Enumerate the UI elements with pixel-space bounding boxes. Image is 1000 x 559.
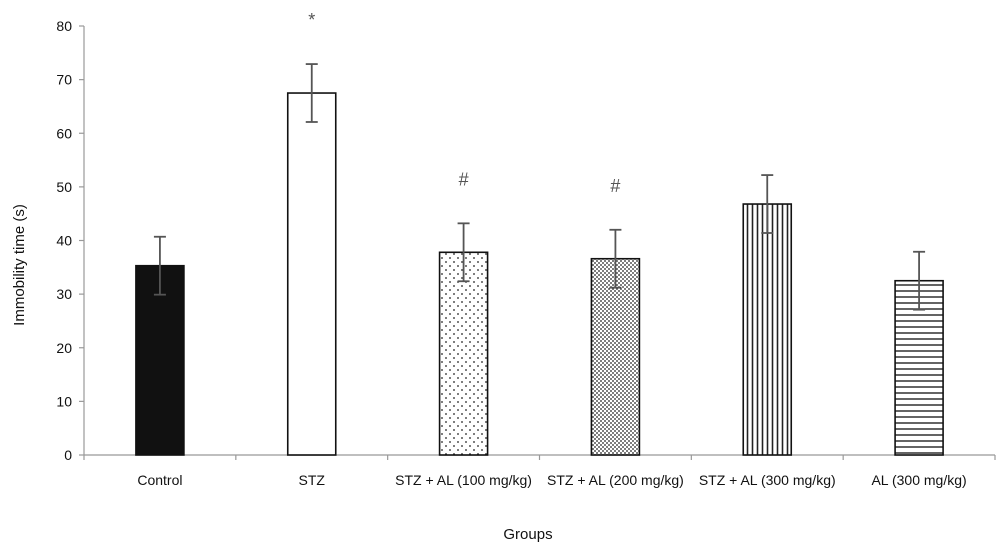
- y-tick-label: 30: [56, 286, 72, 302]
- y-tick-label: 20: [56, 340, 72, 356]
- x-tick-label: STZ + AL (300 mg/kg): [699, 472, 836, 488]
- x-tick-label: STZ: [299, 472, 326, 488]
- y-tick-label: 80: [56, 18, 72, 34]
- bar: [438, 251, 489, 456]
- error-bar: [305, 63, 318, 123]
- bar: [286, 92, 337, 456]
- significance-annotation: #: [610, 176, 620, 196]
- error-bar: [609, 228, 622, 289]
- y-tick-label: 50: [56, 179, 72, 195]
- y-tick-label: 60: [56, 125, 72, 141]
- y-tick-label: 10: [56, 393, 72, 409]
- bar: [742, 203, 793, 456]
- x-tick-label: Control: [137, 472, 182, 488]
- y-tick-label: 70: [56, 72, 72, 88]
- error-bar: [457, 222, 470, 283]
- y-tick-label: 40: [56, 233, 72, 249]
- x-tick-label: AL (300 mg/kg): [871, 472, 966, 488]
- significance-annotation: *: [308, 10, 315, 30]
- x-tick-label: STZ + AL (200 mg/kg): [547, 472, 684, 488]
- y-axis-title: Immobility time (s): [11, 204, 28, 326]
- x-axis-title: Groups: [503, 526, 552, 543]
- annotations-group: * # #: [308, 10, 620, 196]
- error-bar: [913, 250, 926, 311]
- y-axis: 0 10 20 30 40 50 60 70 80: [56, 18, 85, 463]
- error-bars-group: [153, 63, 926, 311]
- error-bar: [153, 235, 166, 296]
- y-tick-label: 0: [64, 447, 72, 463]
- x-tick-label: STZ + AL (100 mg/kg): [395, 472, 532, 488]
- x-axis: Control STZ STZ + AL (100 mg/kg) STZ + AL (…: [83, 454, 996, 488]
- significance-annotation: #: [459, 169, 469, 189]
- error-bar: [761, 174, 774, 234]
- bars-group: [135, 92, 944, 456]
